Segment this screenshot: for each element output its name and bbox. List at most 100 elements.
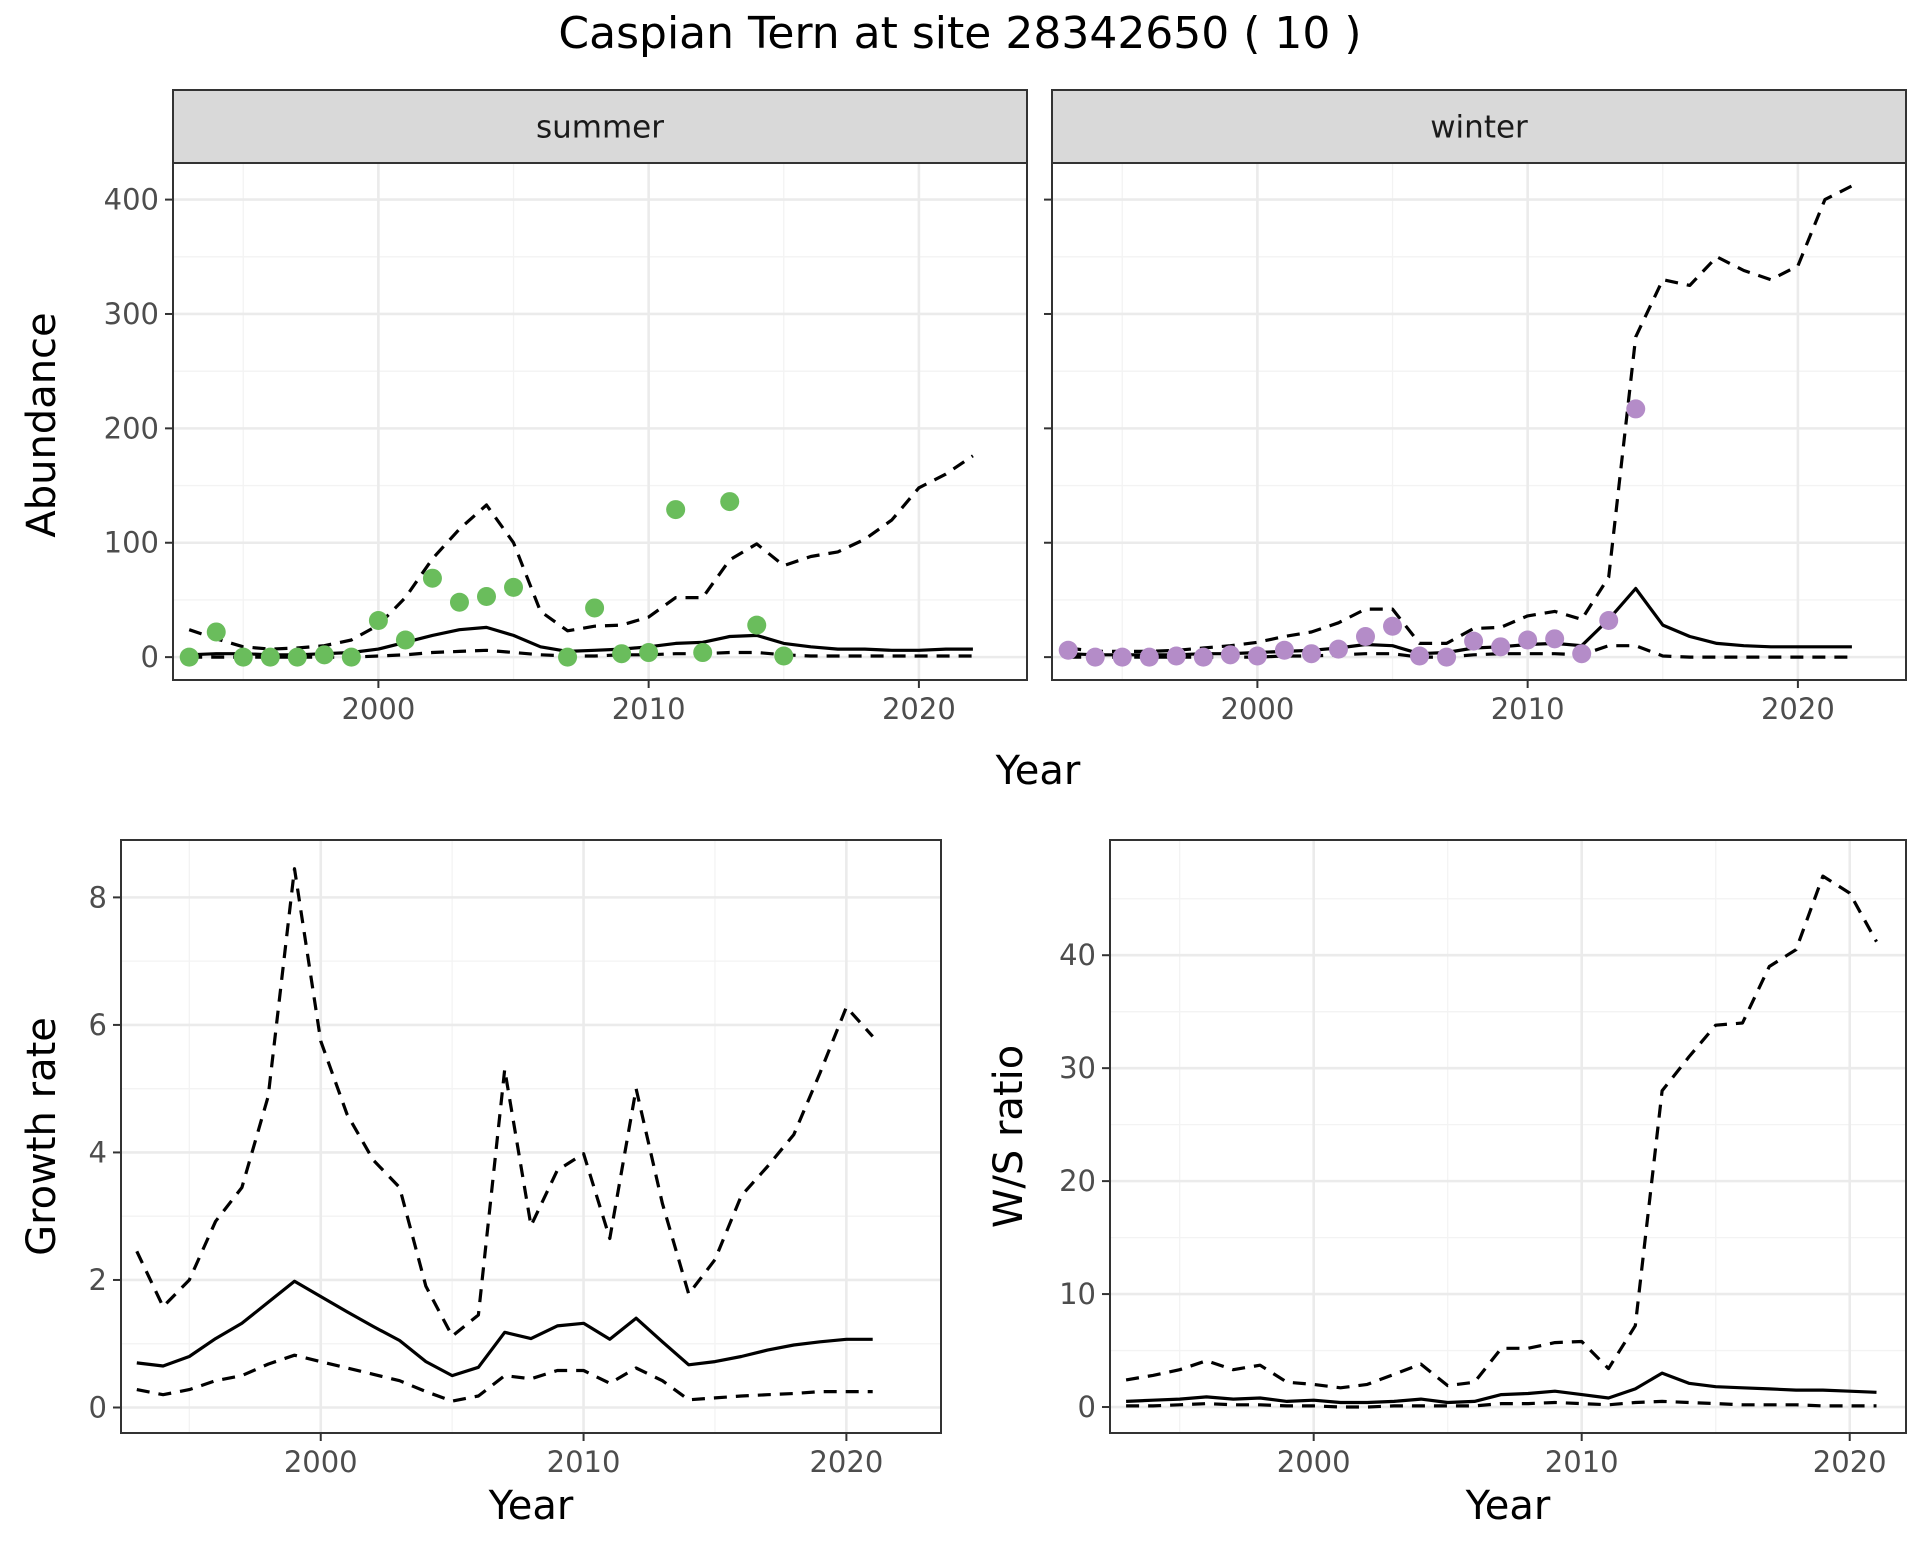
data-point	[206, 622, 226, 642]
y-tick-label: 20	[1059, 1164, 1096, 1198]
series-group	[179, 454, 974, 667]
x-axis-label: Year	[488, 1483, 574, 1529]
growth-rate-panel: 2000 2010 2020 0 2 4 6 8 Year Growth rate	[19, 839, 942, 1529]
y-tick-label: 6	[89, 1008, 107, 1042]
data-point	[1383, 616, 1403, 636]
upper-ci-line	[1125, 874, 1878, 1390]
data-point	[1058, 640, 1078, 660]
estimate-line	[189, 625, 973, 657]
data-point	[1301, 644, 1321, 664]
data-point	[1518, 630, 1538, 650]
upper-ci-line	[135, 867, 874, 1338]
data-point	[1355, 627, 1375, 647]
data-point	[395, 630, 415, 650]
data-point	[476, 587, 496, 607]
facet-strip	[172, 89, 1028, 164]
top-x-axis-label: Year	[995, 748, 1081, 794]
data-point	[774, 646, 794, 666]
data-point	[449, 592, 469, 612]
estimate-line	[136, 1279, 873, 1378]
y-tick-label: 0	[1078, 1390, 1096, 1424]
y-tick-label: 10	[1059, 1277, 1096, 1311]
y-tick-label: 30	[1059, 1051, 1096, 1085]
y-tick-label: 100	[104, 526, 159, 560]
data-point	[720, 492, 740, 512]
data-point	[747, 615, 767, 635]
data-point	[1139, 647, 1159, 667]
data-point	[612, 644, 632, 664]
data-point	[1166, 646, 1186, 666]
winter-abundance-panel: winter 2000 2010 2020	[1044, 89, 1907, 726]
data-point	[179, 647, 199, 667]
data-point	[639, 643, 659, 663]
data-point	[1085, 647, 1105, 667]
series-group	[1058, 184, 1853, 667]
data-point	[1626, 399, 1646, 419]
data-point	[693, 643, 713, 663]
x-tick-label: 2000	[1277, 1445, 1351, 1479]
data-point	[368, 611, 388, 631]
data-point	[504, 577, 524, 597]
data-point	[666, 500, 686, 520]
x-axis-label: Year	[1465, 1483, 1551, 1529]
facet-strip-label: winter	[1430, 110, 1528, 146]
y-tick-label: 200	[104, 411, 159, 445]
y-tick-label: 8	[89, 880, 107, 914]
chart-title: Caspian Tern at site 28342650 ( 10 )	[558, 8, 1361, 59]
estimate-line	[1126, 1371, 1877, 1405]
data-point	[1545, 629, 1565, 649]
x-tick-label: 2010	[1545, 1445, 1619, 1479]
y-axis-label: Growth rate	[19, 1017, 65, 1256]
upper-ci-line	[188, 454, 974, 651]
x-tick-label: 2010	[1491, 692, 1565, 726]
data-point	[585, 598, 605, 618]
upper-ci-line	[1068, 184, 1853, 654]
y-tick-label: 400	[104, 183, 159, 217]
panel-border	[120, 839, 942, 1434]
data-point	[558, 647, 578, 667]
y-tick-label: 300	[104, 297, 159, 331]
summer-abundance-panel: summer 2000 2010 2020 0 100 200 300 400	[104, 89, 1028, 726]
y-tick-label: 2	[89, 1263, 107, 1297]
panel-border	[1109, 839, 1907, 1434]
ws-ratio-panel: 2000 2010 2020 0 10 20 30 40 Year W/S ratio	[986, 839, 1907, 1529]
x-tick-label: 2010	[612, 692, 686, 726]
x-tick-label: 2020	[1761, 692, 1835, 726]
data-point	[1464, 631, 1484, 651]
data-point	[1599, 611, 1619, 631]
facet-strip-label: summer	[536, 110, 664, 146]
estimate-line	[1068, 586, 1852, 657]
y-tick-label: 0	[89, 1390, 107, 1424]
series-group	[1125, 874, 1878, 1409]
data-point	[287, 647, 307, 667]
top-y-axis-label: Abundance	[19, 312, 65, 537]
data-point	[1193, 647, 1213, 667]
data-point	[341, 647, 361, 667]
x-tick-label: 2010	[547, 1445, 621, 1479]
data-point	[422, 568, 442, 588]
data-point	[1437, 647, 1457, 667]
x-tick-label: 2000	[341, 692, 415, 726]
data-point	[1220, 645, 1240, 665]
series-group	[135, 867, 874, 1403]
data-point	[1572, 644, 1592, 664]
x-tick-label: 2020	[1813, 1445, 1887, 1479]
data-point	[1410, 646, 1430, 666]
y-tick-label: 40	[1059, 938, 1096, 972]
data-point	[1112, 647, 1132, 667]
x-tick-label: 2000	[284, 1445, 358, 1479]
data-point	[1328, 639, 1348, 659]
data-point	[233, 647, 253, 667]
data-point	[1491, 637, 1511, 657]
lower-ci-line	[1126, 1399, 1877, 1409]
data-point	[314, 645, 334, 665]
y-tick-label: 0	[141, 640, 159, 674]
x-tick-label: 2020	[809, 1445, 883, 1479]
x-tick-label: 2020	[882, 692, 956, 726]
x-tick-label: 2000	[1220, 692, 1294, 726]
facet-strip	[1051, 89, 1907, 164]
panel-border	[1051, 162, 1907, 681]
data-point	[1247, 646, 1267, 666]
lower-ci-line	[136, 1353, 873, 1403]
